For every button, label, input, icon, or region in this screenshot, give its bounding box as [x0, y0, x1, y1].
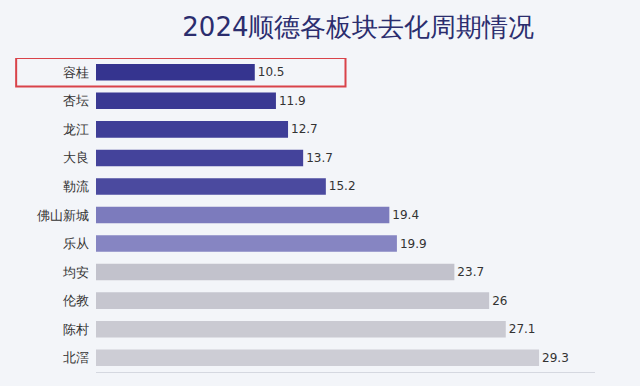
svg-text:27.1: 27.1	[509, 322, 536, 336]
svg-text:龙江: 龙江	[63, 122, 89, 137]
svg-text:10.5: 10.5	[258, 65, 285, 79]
svg-text:19.9: 19.9	[400, 237, 427, 251]
svg-text:大良: 大良	[63, 150, 89, 165]
svg-text:15.2: 15.2	[329, 179, 356, 193]
svg-text:2024顺德各板块去化周期情况: 2024顺德各板块去化周期情况	[182, 12, 534, 42]
svg-text:13.7: 13.7	[306, 151, 333, 165]
svg-text:勒流: 勒流	[63, 179, 89, 194]
svg-text:19.4: 19.4	[392, 208, 419, 222]
svg-text:11.9: 11.9	[279, 94, 306, 108]
svg-text:容桂: 容桂	[63, 65, 89, 80]
svg-text:杏坛: 杏坛	[63, 93, 89, 108]
svg-text:均安: 均安	[62, 265, 89, 280]
svg-text:26: 26	[492, 294, 507, 308]
svg-text:陈村: 陈村	[63, 322, 89, 337]
svg-text:29.3: 29.3	[542, 351, 569, 365]
svg-text:伦教: 伦教	[63, 293, 89, 308]
svg-text:北滘: 北滘	[63, 350, 89, 365]
svg-text:12.7: 12.7	[291, 122, 318, 136]
svg-text:乐从: 乐从	[63, 236, 89, 251]
svg-text:佛山新城: 佛山新城	[37, 208, 89, 223]
svg-text:23.7: 23.7	[457, 265, 484, 279]
